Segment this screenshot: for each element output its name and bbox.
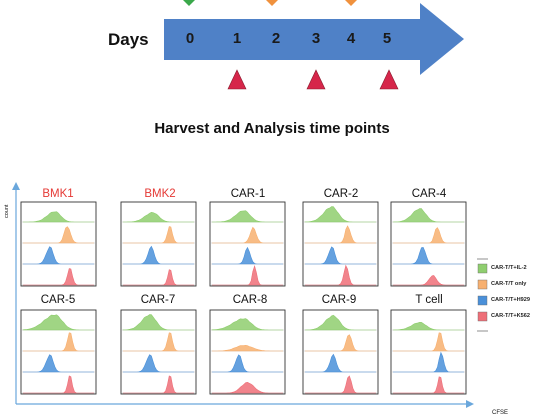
histogram-peak: [23, 246, 94, 265]
panel-title: CAR-4: [411, 188, 447, 200]
histogram-panel: [120, 309, 197, 395]
histogram-panel: [20, 309, 97, 395]
panel-title: CAR-1: [230, 188, 266, 200]
histogram-panel: [302, 309, 379, 395]
legend: [477, 258, 488, 332]
legend-label: CAR-T/T+H929: [491, 297, 531, 303]
x-axis-label: CFSE: [492, 410, 509, 416]
histogram-peak: [123, 226, 194, 244]
legend-label: CAR-T/T+K562: [491, 313, 531, 319]
panel-frame: [390, 201, 467, 287]
start-marker: [183, 0, 195, 6]
histogram-peak: [212, 354, 283, 373]
histogram-peak: [393, 227, 464, 244]
legend-swatch: [477, 263, 488, 274]
day-1-label: 1: [232, 30, 242, 47]
histogram-peak: [23, 211, 94, 223]
histogram-peak: [304, 314, 376, 331]
histogram-panel: [209, 309, 286, 395]
timeline-arrow: [164, 3, 464, 75]
harvest-marker: [227, 69, 247, 90]
histogram-peak: [304, 206, 376, 223]
histogram-peak: [212, 246, 283, 265]
panel-title: BMK1: [42, 188, 74, 200]
legend-swatch: [477, 311, 488, 322]
panel-frame: [120, 309, 197, 395]
histogram-peak: [305, 375, 376, 394]
legend-swatch: [477, 295, 488, 306]
histogram-peak: [123, 269, 194, 286]
panel-title: CAR-9: [321, 294, 357, 306]
histogram-peak: [212, 226, 283, 244]
histogram-peak: [393, 247, 464, 265]
histogram-peak: [212, 381, 283, 394]
legend-label: CAR-T/T only: [491, 281, 527, 287]
y-axis-label: count: [4, 204, 10, 218]
histogram-panel: [390, 309, 467, 395]
histogram-panel: [120, 201, 197, 287]
histogram-peak: [23, 354, 94, 373]
histogram-peak: [122, 314, 194, 331]
x-axis-arrowhead: [466, 400, 474, 408]
histogram-panel: [20, 201, 97, 287]
histogram-peak: [393, 275, 464, 286]
histogram-peak: [393, 332, 464, 352]
histogram-peak: [123, 211, 194, 223]
histogram-peak: [392, 322, 464, 331]
panel-title: CAR-2: [323, 188, 359, 200]
harvest-marker: [379, 69, 399, 90]
histogram-peak: [305, 246, 376, 265]
histogram-peak: [23, 332, 94, 352]
histogram-peak: [23, 226, 94, 244]
panel-title: T cell: [415, 294, 443, 306]
legend-label: CAR-T/T+IL-2: [491, 265, 527, 271]
panel-title: CAR-7: [140, 294, 176, 306]
day-3-label: 3: [311, 30, 321, 47]
histogram-peak: [212, 210, 283, 223]
histogram-peak: [393, 351, 464, 373]
treatment-marker: [266, 0, 278, 6]
histogram-peak: [305, 264, 376, 286]
histogram-peak: [211, 318, 283, 331]
y-axis-arrowhead: [12, 182, 20, 190]
day-4-label: 4: [346, 30, 356, 47]
histogram-peak: [123, 332, 194, 352]
day-5-label: 5: [382, 30, 392, 47]
histogram-peak: [393, 376, 464, 394]
histogram-panel: [390, 201, 467, 287]
panel-frame: [120, 201, 197, 287]
histogram-peak: [123, 354, 194, 373]
panel-frame: [390, 309, 467, 395]
histogram-peak: [22, 314, 94, 331]
histogram-peak: [392, 208, 464, 223]
day-2-label: 2: [271, 30, 281, 47]
histogram-peak: [212, 264, 283, 286]
histogram-peak: [23, 268, 94, 286]
histogram-panels: [20, 201, 467, 395]
panel-title: CAR-8: [232, 294, 268, 306]
histogram-peak: [305, 334, 376, 352]
panel-frame: [302, 201, 379, 287]
histogram-peak: [123, 375, 194, 394]
legend-swatch: [477, 279, 488, 290]
histogram-peak: [23, 375, 94, 394]
day-0-label: 0: [185, 30, 195, 47]
harvest-title: Harvest and Analysis time points: [154, 120, 390, 137]
panel-title: BMK2: [144, 188, 176, 200]
harvest-marker: [306, 69, 326, 90]
histogram-panel: [302, 201, 379, 287]
treatment-marker: [345, 0, 357, 6]
days-label: Days: [108, 30, 149, 49]
histogram-peak: [123, 245, 194, 265]
histogram-peak: [305, 225, 376, 244]
histogram-peak: [212, 344, 283, 352]
histogram-peak: [305, 353, 376, 373]
histogram-panel: [209, 201, 286, 287]
panel-title: CAR-5: [40, 294, 76, 306]
